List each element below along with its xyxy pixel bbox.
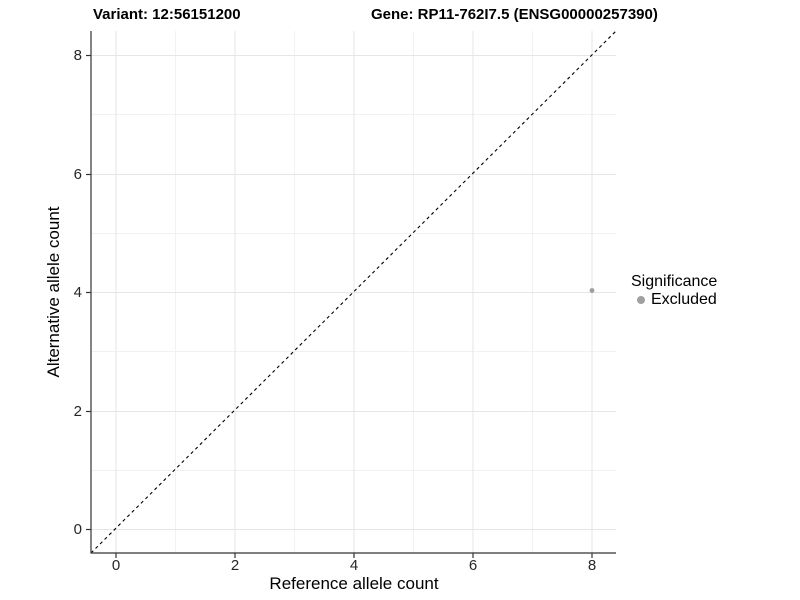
legend-marker-excluded [637,296,645,304]
x-tick-label-4: 4 [349,557,359,574]
identity-dashed-line [90,30,617,554]
x-tick-label-2: 2 [230,557,240,574]
gene-title: Gene: RP11-762I7.5 (ENSG00000257390) [371,6,658,23]
x-axis-title: Reference allele count [269,574,439,593]
y-tick-label-0: 0 [73,521,82,538]
x-tick-label-0: 0 [111,557,121,574]
y-axis-title: Alternative allele count [44,206,63,378]
y-tick-marks [86,54,91,531]
x-tick-marks [115,553,593,558]
x-tick-label-6: 6 [468,557,478,574]
y-tick-label-6: 6 [73,166,82,183]
y-tick-label-8: 8 [73,47,82,64]
y-tick-label-4: 4 [73,284,82,301]
variant-title: Variant: 12:56151200 [93,6,241,23]
legend-label-excluded: Excluded [651,291,717,308]
grid-major-horizontal [91,55,616,530]
x-tick-label-8: 8 [587,557,597,574]
data-point-excluded [589,288,595,293]
legend-title: Significance [631,273,718,290]
y-tick-label-2: 2 [73,403,82,420]
